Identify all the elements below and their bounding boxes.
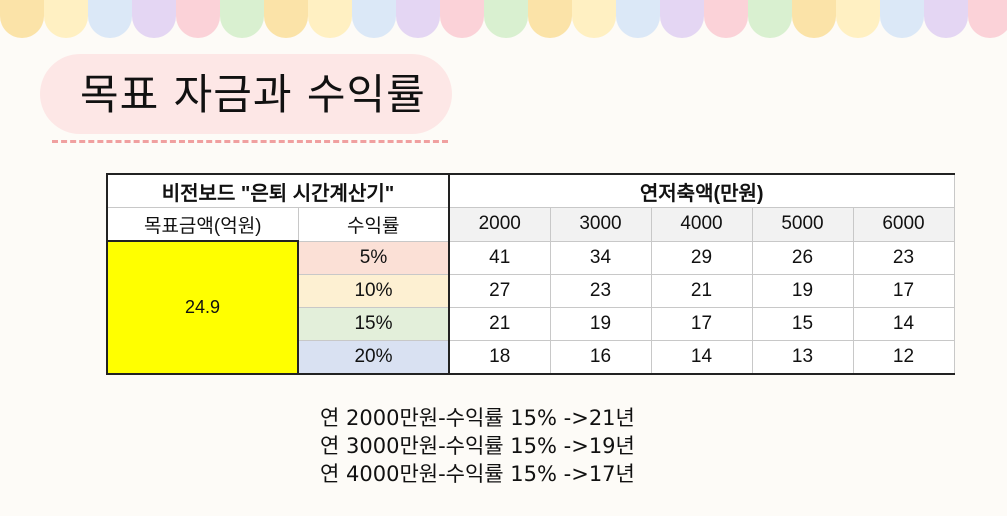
- scallop-shape: [352, 0, 396, 38]
- scallop-shape: [836, 0, 880, 38]
- year-header: 6000: [852, 207, 955, 242]
- note-line: 연 3000만원-수익률 15% ->19년: [320, 434, 635, 458]
- years-cell: 15: [751, 306, 854, 341]
- rate-cell: 5%: [297, 240, 450, 275]
- scallop-shape: [264, 0, 308, 38]
- scallop-shape: [968, 0, 1007, 38]
- years-cell: 21: [650, 273, 753, 308]
- scallop-shape: [132, 0, 176, 38]
- year-header: 5000: [751, 207, 854, 242]
- years-cell: 21: [448, 306, 551, 341]
- years-cell: 19: [751, 273, 854, 308]
- years-cell: 18: [448, 339, 551, 375]
- scallop-shape: [88, 0, 132, 38]
- years-cell: 26: [751, 240, 854, 275]
- years-cell: 23: [549, 273, 652, 308]
- rate-cell: 10%: [297, 273, 450, 308]
- scallop-shape: [176, 0, 220, 38]
- rate-header: 수익률: [297, 207, 450, 242]
- years-cell: 27: [448, 273, 551, 308]
- years-cell: 29: [650, 240, 753, 275]
- year-header: 3000: [549, 207, 652, 242]
- scallop-shape: [440, 0, 484, 38]
- years-cell: 17: [650, 306, 753, 341]
- years-cell: 34: [549, 240, 652, 275]
- rate-cell: 15%: [297, 306, 450, 341]
- year-header: 4000: [650, 207, 753, 242]
- scallop-shape: [0, 0, 44, 38]
- scallop-shape: [704, 0, 748, 38]
- scallop-shape: [792, 0, 836, 38]
- retirement-calculator-table: 비전보드 "은퇴 시간계산기" 연저축액(만원) 목표금액(억원) 수익률 20…: [106, 173, 955, 375]
- note-line: 연 4000만원-수익률 15% ->17년: [320, 462, 635, 486]
- scallop-shape: [572, 0, 616, 38]
- target-amount-header: 목표금액(억원): [106, 207, 299, 242]
- scallop-shape: [528, 0, 572, 38]
- summary-notes: 연 2000만원-수익률 15% ->21년 연 3000만원-수익률 15% …: [320, 404, 720, 488]
- scallop-shape: [484, 0, 528, 38]
- years-cell: 13: [751, 339, 854, 375]
- years-cell: 41: [448, 240, 551, 275]
- years-cell: 14: [650, 339, 753, 375]
- scalloped-border: [0, 0, 1007, 42]
- scallop-shape: [660, 0, 704, 38]
- year-header: 2000: [448, 207, 551, 242]
- years-cell: 14: [852, 306, 955, 341]
- title-background: [40, 54, 452, 134]
- scallop-shape: [308, 0, 352, 38]
- years-cell: 16: [549, 339, 652, 375]
- years-cell: 19: [549, 306, 652, 341]
- page-title: 목표 자금과 수익률: [80, 70, 426, 119]
- years-cell: 23: [852, 240, 955, 275]
- scallop-shape: [616, 0, 660, 38]
- target-amount-cell: 24.9: [106, 240, 299, 375]
- rate-cell: 20%: [297, 339, 450, 375]
- scallop-shape: [220, 0, 264, 38]
- scallop-shape: [748, 0, 792, 38]
- scallop-shape: [396, 0, 440, 38]
- note-line: 연 2000만원-수익률 15% ->21년: [320, 406, 635, 430]
- years-cell: 17: [852, 273, 955, 308]
- scallop-shape: [44, 0, 88, 38]
- scallop-shape: [880, 0, 924, 38]
- annual-savings-header: 연저축액(만원): [448, 173, 955, 208]
- dashed-divider: [52, 140, 448, 143]
- scallop-shape: [924, 0, 968, 38]
- years-cell: 12: [852, 339, 955, 375]
- table-title: 비전보드 "은퇴 시간계산기": [106, 173, 450, 208]
